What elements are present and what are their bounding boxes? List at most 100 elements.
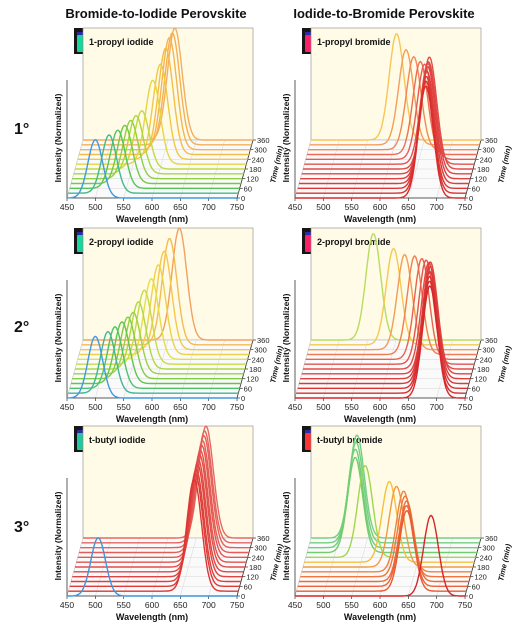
time-axis-label: Time (min)	[496, 145, 513, 184]
spectrum-line	[83, 425, 253, 539]
spectrum-line	[80, 250, 251, 351]
spectrum-line	[301, 490, 472, 573]
vial-cap	[305, 430, 314, 433]
time-tick-label: 60	[472, 184, 480, 193]
spectrum-line	[68, 134, 239, 194]
back-plane	[310, 425, 482, 539]
spectrum-line	[69, 129, 240, 189]
spectrum-line	[75, 110, 245, 170]
time-tick-label: 0	[241, 592, 245, 601]
x-tick-label: 750	[458, 402, 472, 412]
spectrum-line	[76, 79, 247, 165]
x-axis-label: Wavelength (nm)	[344, 612, 416, 622]
spectrum-line	[311, 33, 481, 141]
time-tick-label: 180	[249, 563, 262, 572]
x-tick-label: 450	[60, 402, 74, 412]
row-label-1: 1°	[14, 121, 29, 138]
row-label-2: 2°	[14, 319, 29, 336]
time-tick-label: 180	[477, 365, 490, 374]
spectrum-line	[309, 48, 480, 146]
x-tick-label: 750	[458, 600, 472, 610]
time-tick-label: 300	[482, 346, 495, 355]
time-tick-label: 360	[485, 336, 498, 345]
time-tick-label: 240	[480, 155, 493, 164]
x-axis-label: Wavelength (nm)	[344, 214, 416, 224]
x-tick-label: 500	[316, 202, 330, 212]
spectrum-line	[299, 271, 469, 385]
time-tick-label: 180	[477, 165, 490, 174]
spectrum-line	[76, 449, 247, 563]
time-tick-label: 360	[257, 336, 270, 345]
spectrum-line	[295, 514, 465, 597]
x-tick-label: 700	[202, 202, 216, 212]
x-tick-label: 450	[60, 600, 74, 610]
time-tick-label: 120	[246, 375, 259, 384]
spectrum-line	[308, 448, 479, 549]
spectrum-line	[295, 85, 465, 199]
x-tick-label: 600	[373, 600, 387, 610]
time-tick-label: 60	[472, 384, 480, 393]
time-tick-label: 240	[480, 355, 493, 364]
time-tick-label: 240	[252, 155, 265, 164]
x-tick-label: 450	[288, 600, 302, 610]
panel-label: t-butyl iodide	[89, 435, 146, 445]
spectrum-line	[297, 276, 468, 389]
spectrum-line	[79, 439, 249, 554]
chart-panel-2: 450 500 550 600 650 700 750 Wavelength (nm) Inte…	[281, 27, 513, 224]
spectrum-line	[73, 114, 244, 175]
spectrum-line	[83, 27, 253, 141]
spectrum-line	[307, 456, 477, 554]
x-tick-label: 550	[117, 402, 131, 412]
time-tick-label: 300	[482, 146, 495, 155]
spectrum-line	[300, 495, 471, 578]
x-tick-label: 550	[117, 202, 131, 212]
vial-cap	[77, 430, 86, 433]
time-tick-label: 360	[485, 136, 498, 145]
x-tick-label: 500	[88, 202, 102, 212]
time-tick-label: 180	[249, 165, 262, 174]
column-title-left: Bromide-to-Iodide Perovskite	[65, 6, 246, 21]
spectrum-line	[301, 261, 472, 375]
spectrum-line	[66, 335, 237, 399]
x-tick-label: 700	[430, 202, 444, 212]
time-tick-label: 60	[244, 184, 252, 193]
spectrum-line	[309, 441, 480, 544]
time-tick-label: 180	[477, 563, 490, 572]
spectrum-line	[72, 119, 243, 180]
time-tick-label: 0	[469, 194, 473, 203]
spectrum-line	[297, 505, 468, 587]
spectrum-line	[81, 32, 252, 146]
vial-cap	[77, 32, 86, 35]
x-tick-label: 550	[345, 202, 359, 212]
x-tick-label: 600	[145, 402, 159, 412]
spectrum-line	[79, 47, 249, 156]
x-axis-label: Wavelength (nm)	[116, 214, 188, 224]
time-tick-label: 0	[469, 592, 473, 601]
chart-panel-3: 450 500 550 600 650 700 750 Wavelength (nm) Inte…	[53, 227, 285, 424]
x-tick-label: 650	[173, 202, 187, 212]
back-plane	[310, 27, 482, 141]
time-tick-label: 180	[249, 365, 262, 374]
time-tick-label: 120	[474, 375, 487, 384]
spectrum-line	[303, 56, 473, 170]
time-tick-label: 120	[246, 175, 259, 184]
x-tick-label: 650	[401, 600, 415, 610]
column-title-right: Iodide-to-Bromide Perovskite	[293, 6, 474, 21]
time-tick-label: 120	[474, 175, 487, 184]
panel-label: 1-propyl iodide	[89, 37, 154, 47]
back-plane	[310, 227, 482, 341]
x-tick-label: 500	[316, 402, 330, 412]
spectrum-line	[307, 255, 477, 356]
time-tick-label: 60	[244, 384, 252, 393]
spectrum-line	[299, 70, 469, 185]
chart-panel-5: 450 500 550 600 650 700 750 Wavelength (nm) Inte…	[53, 425, 285, 622]
x-tick-label: 650	[173, 600, 187, 610]
x-tick-label: 450	[288, 202, 302, 212]
spectrum-line	[71, 124, 241, 185]
time-tick-label: 300	[254, 346, 267, 355]
spectrum-line	[68, 330, 239, 394]
x-axis-label: Wavelength (nm)	[116, 612, 188, 622]
spectrum-line	[308, 253, 479, 351]
